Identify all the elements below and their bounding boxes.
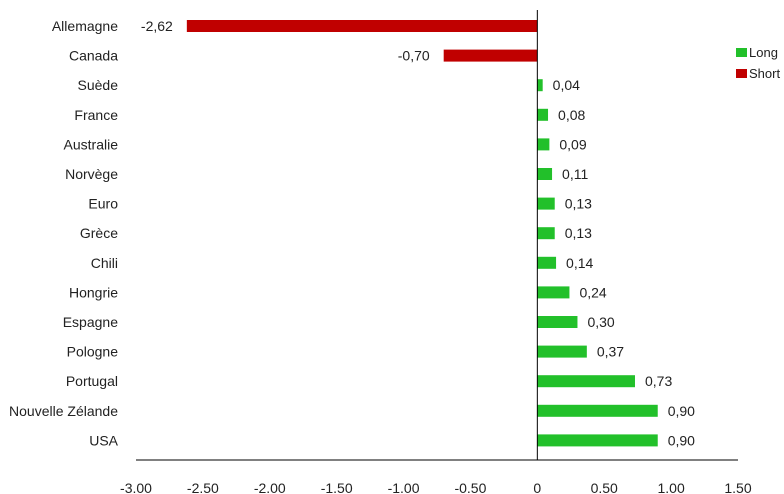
legend: Long Short (736, 42, 780, 84)
bar-7 (537, 227, 555, 240)
legend-label-short: Short (749, 66, 781, 81)
bar-12 (537, 375, 635, 388)
data-label: 0,13 (565, 225, 592, 241)
data-label: -0,70 (398, 48, 430, 64)
x-tick-label: 1.00 (657, 480, 684, 494)
category-label: Norvège (65, 166, 118, 182)
bar-14 (537, 434, 658, 447)
data-label: 0,08 (558, 107, 585, 123)
category-label: Grèce (80, 225, 118, 241)
x-tick-label: -2.00 (254, 480, 286, 494)
bar-1 (443, 49, 538, 62)
bar-10 (537, 316, 578, 328)
data-label: -2,62 (141, 18, 173, 34)
legend-item-long: Long (736, 42, 780, 63)
bar-13 (537, 404, 658, 417)
data-label: 0,37 (597, 344, 624, 360)
bar-9 (537, 286, 570, 299)
data-labels: -2,62 -0,70 0,04 0,08 0,09 0,11 0,13 0,13 0,14 0,… (141, 18, 695, 448)
bar-8 (537, 256, 557, 269)
legend-swatch-short (736, 69, 747, 78)
bar-6 (537, 197, 555, 210)
x-tick-label: 0.50 (591, 480, 618, 494)
x-tick-label: 1.50 (724, 480, 751, 494)
category-label: Hongrie (69, 284, 118, 300)
category-label: Portugal (66, 373, 118, 389)
category-label: Allemagne (52, 18, 118, 34)
data-label: 0,90 (668, 403, 695, 419)
category-label: Espagne (63, 314, 118, 330)
bar-0 (186, 20, 538, 32)
data-label: 0,04 (553, 77, 580, 93)
category-label: Canada (69, 48, 118, 64)
data-label: 0,30 (587, 314, 614, 330)
bars-group (186, 20, 658, 447)
x-tick-label: -3.00 (120, 480, 152, 494)
x-tick-label: -2.50 (187, 480, 219, 494)
category-label: Suède (78, 77, 119, 93)
legend-item-short: Short (736, 63, 780, 84)
category-label: Nouvelle Zélande (9, 403, 118, 419)
legend-swatch-long (736, 48, 747, 57)
category-label: Chili (91, 255, 118, 271)
category-label: Pologne (67, 344, 119, 360)
x-axis: -3.00 -2.50 -2.00 -1.50 -1.00 -0.50 0 0.50 1.00 1… (120, 10, 752, 494)
legend-label-long: Long (749, 45, 778, 60)
x-tick-label: -1.50 (321, 480, 353, 494)
data-label: 0,14 (566, 255, 593, 271)
bar-5 (537, 168, 553, 180)
bar-3 (537, 108, 549, 121)
x-tick-label: 0 (533, 480, 541, 494)
bar-2 (537, 79, 543, 92)
data-label: 0,73 (645, 373, 672, 389)
bar-4 (537, 138, 550, 151)
category-labels: Allemagne Canada Suède France Australie Norvè… (9, 18, 119, 448)
category-label: USA (89, 432, 118, 448)
bar-11 (537, 345, 587, 358)
x-tick-label: -0.50 (454, 480, 486, 494)
data-label: 0,13 (565, 196, 592, 212)
category-label: Euro (88, 196, 118, 212)
category-label: France (74, 107, 118, 123)
data-label: 0,90 (668, 432, 695, 448)
x-tick-label: -1.00 (388, 480, 420, 494)
data-label: 0,09 (559, 136, 586, 152)
data-label: 0,11 (562, 166, 588, 182)
data-label: 0,24 (579, 284, 606, 300)
category-label: Australie (64, 136, 119, 152)
